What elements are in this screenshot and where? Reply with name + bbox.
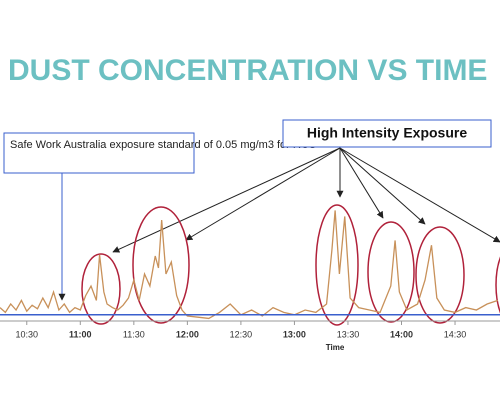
- x-tick-label: 14:00: [390, 329, 413, 339]
- annotation-box: [282, 119, 492, 148]
- annotation: High Intensity Exposure: [307, 125, 467, 141]
- highlight: [315, 204, 359, 326]
- x-tick-label: 13:30: [337, 329, 360, 339]
- x-tick-label: 12:30: [230, 329, 253, 339]
- annotation: Safe Work Australia exposure standard of…: [10, 139, 316, 151]
- arrow: [339, 147, 384, 219]
- x-tick-label: 14:30: [444, 329, 467, 339]
- arrows: [112, 147, 500, 253]
- x-axis-title: Time: [326, 343, 345, 352]
- highlight: [495, 256, 500, 314]
- chart-title: DUST CONCENTRATION VS TIME: [8, 54, 487, 87]
- arrow: [339, 147, 426, 225]
- highlight: [367, 221, 415, 323]
- arrow: [339, 147, 500, 243]
- x-tick-label: 12:00: [176, 329, 199, 339]
- highlight: [415, 226, 465, 324]
- arrow: [185, 147, 341, 241]
- highlights: [81, 204, 500, 326]
- x-tick-label: 11:30: [123, 329, 145, 339]
- highlight: [81, 253, 121, 325]
- annotation-text: Safe Work Australia exposure standard of…: [10, 139, 316, 151]
- arrow: [112, 147, 341, 253]
- x-tick-label: 11:00: [69, 329, 92, 339]
- annotation-box: [3, 132, 195, 174]
- x-tick-label: 10:30: [16, 329, 39, 339]
- highlight: [132, 206, 190, 324]
- x-tick-label: 13:00: [283, 329, 306, 339]
- data-line: [0, 210, 499, 320]
